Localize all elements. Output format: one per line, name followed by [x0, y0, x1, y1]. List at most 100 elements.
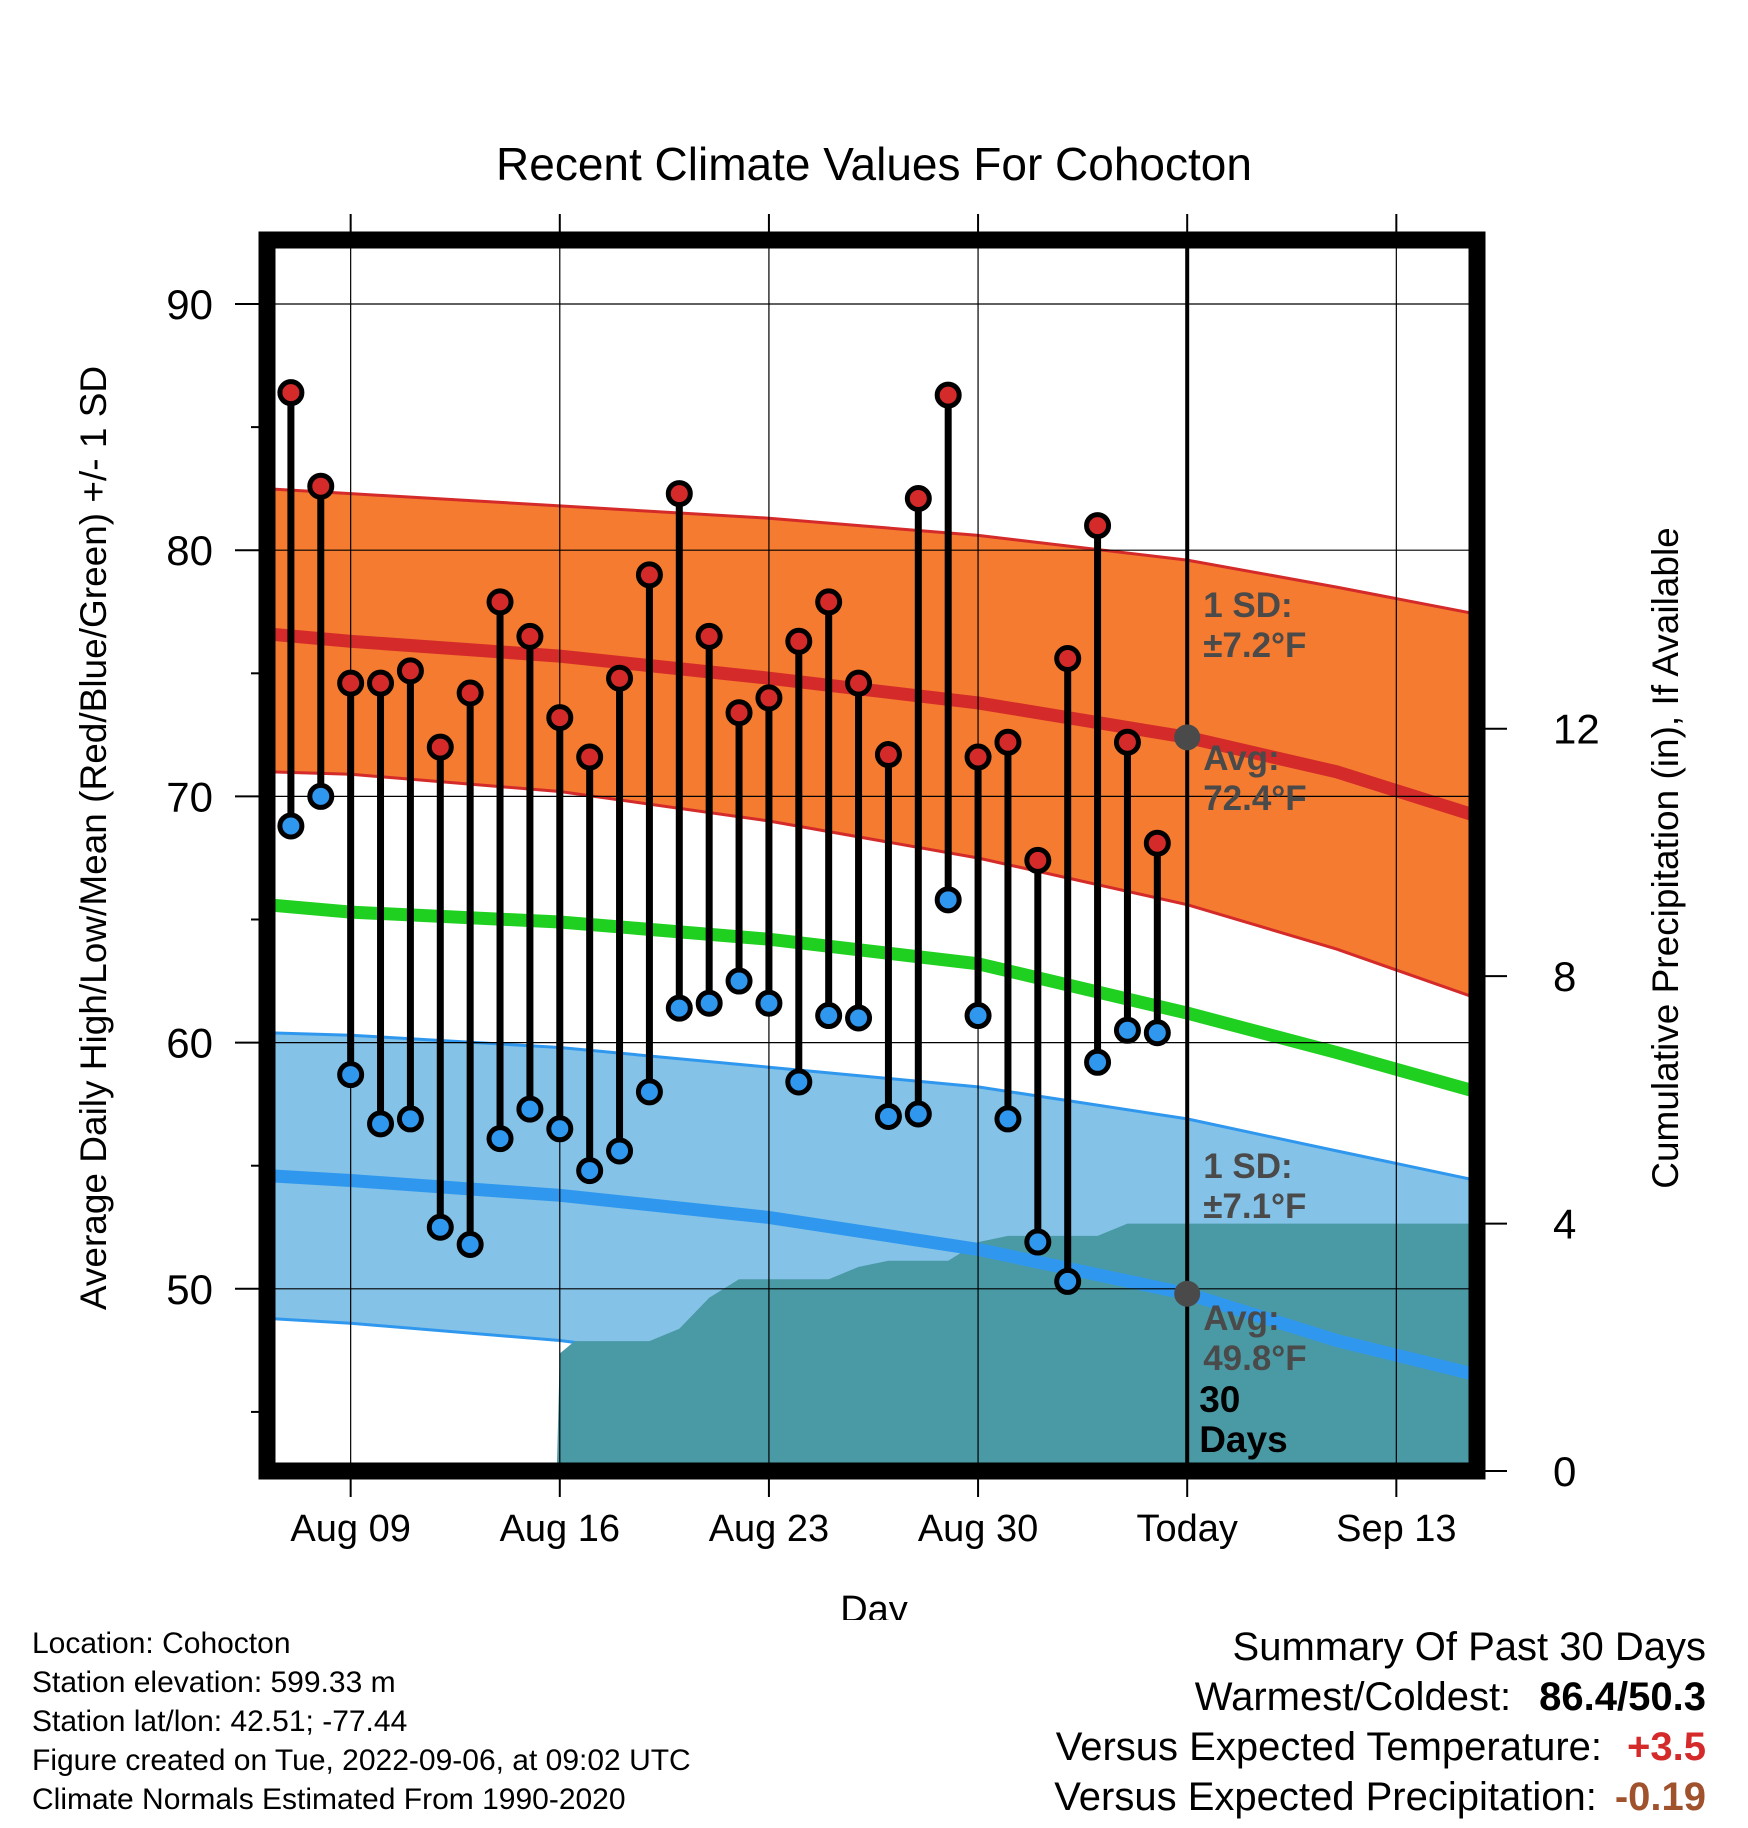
elevation-text: Station elevation: 599.33 m: [32, 1666, 396, 1699]
daily-low-point: [874, 1102, 902, 1130]
precip-label: Versus Expected Precipitation:: [1054, 1775, 1597, 1819]
low-avg-annotation-line2: 49.8°F: [1203, 1339, 1307, 1378]
daily-low-point: [635, 1078, 663, 1106]
daily-low-point: [845, 1004, 873, 1032]
chart-title: Recent Climate Values For Cohocton: [496, 138, 1252, 190]
daily-high-point: [815, 588, 843, 616]
daily-high-point: [606, 664, 634, 692]
warm-cold-label: Warmest/Coldest:: [1194, 1675, 1512, 1719]
climate-chart: Recent Climate Values For Cohocton 1 SD:…: [73, 138, 1686, 1620]
daily-high-point: [1024, 846, 1052, 874]
today-low-avg-marker: [1174, 1280, 1201, 1307]
daily-high-point: [396, 657, 424, 685]
y-tick-label: 70: [166, 773, 213, 820]
daily-low-point: [367, 1110, 395, 1138]
daily-low-point: [1024, 1228, 1052, 1256]
normal-high-mean-line: [267, 627, 1477, 823]
latlon-text: Station lat/lon: 42.51; -77.44: [32, 1705, 408, 1738]
daily-low-point: [456, 1230, 484, 1258]
y-axis-label: Average Daily High/Low/Mean (Red/Blue/Gr…: [73, 366, 114, 1310]
daily-high-point: [367, 669, 395, 697]
daily-high-point: [1084, 512, 1112, 540]
normal-high-band: [267, 488, 1477, 999]
daily-high-point: [576, 743, 604, 771]
daily-high-point: [277, 379, 305, 407]
daily-low-point: [665, 994, 693, 1022]
y2-tick-label: 8: [1553, 953, 1576, 1000]
daily-high-point: [695, 622, 723, 650]
daily-low-point: [755, 989, 783, 1017]
plot-frame: [258, 231, 1486, 1480]
daily-high-point: [904, 485, 932, 513]
temp-value: +3.5: [1627, 1725, 1706, 1769]
normal-mean-line: [267, 898, 1477, 1099]
y2-tick-label: 4: [1553, 1201, 1576, 1248]
daily-low-point: [486, 1125, 514, 1153]
daily-low-point: [396, 1105, 424, 1133]
summary-heading: Summary Of Past 30 Days: [1232, 1625, 1706, 1669]
days-annotation-line2: Days: [1199, 1419, 1287, 1460]
daily-high-point: [934, 381, 962, 409]
daily-low-point: [516, 1095, 544, 1123]
y2-axis-label: Cumulative Precipitation (in), If Availa…: [1645, 527, 1686, 1189]
location-text: Location: Cohocton: [32, 1627, 291, 1660]
daily-high-point: [307, 472, 335, 500]
low-sd-annotation-line2: ±7.1°F: [1203, 1187, 1306, 1226]
daily-low-point: [1113, 1016, 1141, 1044]
high-sd-annotation-line2: ±7.2°F: [1203, 626, 1306, 665]
daily-low-point: [606, 1137, 634, 1165]
daily-low-point: [994, 1105, 1022, 1133]
daily-high-point: [1054, 645, 1082, 673]
daily-low-point: [1084, 1048, 1112, 1076]
normals-text: Climate Normals Estimated From 1990-2020: [32, 1783, 626, 1816]
daily-high-point: [665, 480, 693, 508]
daily-high-point: [785, 627, 813, 655]
normal-low-upper-line: [267, 1031, 1477, 1182]
daily-high-point: [337, 669, 365, 697]
x-tick-label: Aug 09: [290, 1508, 410, 1550]
normal-high-upper-line: [267, 487, 1477, 616]
daily-low-point: [904, 1100, 932, 1128]
high-avg-annotation-line2: 72.4°F: [1203, 779, 1307, 818]
daily-high-point: [755, 684, 783, 712]
daily-high-point: [994, 728, 1022, 756]
daily-low-point: [546, 1115, 574, 1143]
daily-low-point: [815, 1002, 843, 1030]
warm-cold-value: 86.4/50.3: [1539, 1675, 1706, 1719]
daily-low-point: [277, 812, 305, 840]
daily-high-point: [845, 669, 873, 697]
summary-panel: Summary Of Past 30 Days Warmest/Coldest:…: [1054, 1622, 1706, 1822]
daily-low-point: [426, 1213, 454, 1241]
low-sd-annotation-line1: 1 SD:: [1203, 1147, 1292, 1186]
temp-row: Versus Expected Temperature: +3.5: [1054, 1722, 1706, 1772]
daily-low-point: [1143, 1019, 1171, 1047]
days-annotation-line1: 30: [1199, 1379, 1240, 1420]
normal-high-lower-line: [267, 770, 1477, 1000]
daily-high-point: [516, 622, 544, 650]
high-sd-annotation-line1: 1 SD:: [1203, 586, 1292, 625]
daily-high-point: [964, 743, 992, 771]
daily-low-point: [576, 1157, 604, 1185]
daily-low-point: [964, 1002, 992, 1030]
y2-tick-label: 12: [1553, 706, 1600, 753]
x-axis-label: Day: [840, 1589, 908, 1620]
daily-high-point: [725, 699, 753, 727]
today-high-avg-marker: [1174, 724, 1201, 751]
normal-low-mean-line: [267, 1169, 1477, 1382]
daily-high-point: [635, 561, 663, 589]
station-info: Location: Cohocton Station elevation: 59…: [32, 1624, 691, 1819]
y-tick-label: 60: [166, 1020, 213, 1067]
daily-high-point: [456, 679, 484, 707]
daily-high-point: [546, 704, 574, 732]
temp-label: Versus Expected Temperature:: [1055, 1725, 1602, 1769]
y-tick-label: 80: [166, 527, 213, 574]
x-tick-label: Today: [1136, 1508, 1237, 1550]
daily-low-point: [934, 886, 962, 914]
daily-low-point: [695, 989, 723, 1017]
y-tick-label: 50: [166, 1266, 213, 1313]
y-tick-label: 90: [166, 281, 213, 328]
daily-low-point: [307, 782, 335, 810]
low-avg-annotation-line1: Avg:: [1203, 1299, 1279, 1338]
